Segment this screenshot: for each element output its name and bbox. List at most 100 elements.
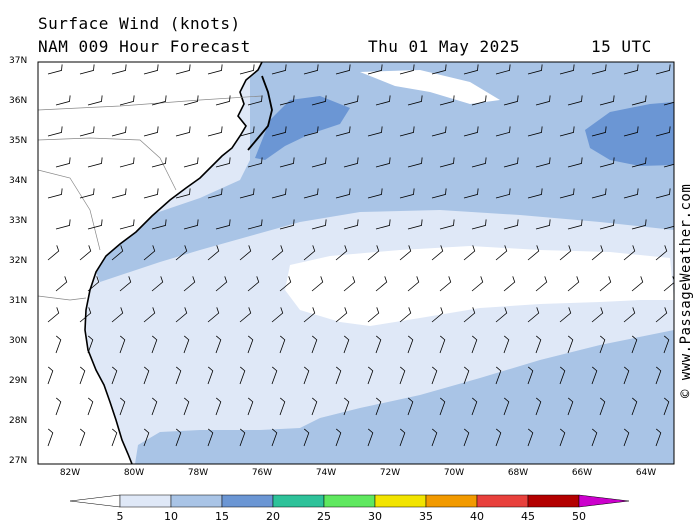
- wind-barb: [343, 276, 356, 292]
- wind-barb: [431, 188, 447, 199]
- colorbar-label: 10: [164, 510, 178, 523]
- wind-barb: [527, 126, 543, 137]
- state-border-ga-fl: [38, 295, 87, 301]
- wind-barb: [239, 245, 252, 261]
- wind-barb: [527, 428, 534, 447]
- lat-label: 29N: [9, 376, 28, 386]
- wind-barb: [495, 188, 511, 199]
- wind-band-10-15-south: [135, 330, 674, 464]
- wind-barb: [207, 245, 220, 261]
- lon-label: 64W: [635, 468, 657, 478]
- colorbar-label: 45: [521, 510, 535, 523]
- wind-barb: [343, 95, 359, 106]
- wind-barb: [503, 397, 510, 416]
- wind-barb: [303, 64, 319, 75]
- lon-label: 72W: [379, 468, 401, 478]
- wind-barb: [663, 335, 670, 354]
- wind-barb: [663, 397, 670, 416]
- wind-barb: [463, 428, 470, 447]
- wind-barb: [527, 366, 534, 385]
- wind-barb: [375, 219, 391, 230]
- wind-barb: [527, 245, 540, 261]
- wind-barb: [367, 428, 374, 447]
- lat-label: 32N: [9, 256, 28, 266]
- wind-barb: [207, 188, 223, 199]
- colorbar-segment: [476, 494, 529, 508]
- wind-barb: [471, 157, 487, 168]
- wind-barb: [367, 366, 374, 385]
- wind-barb: [407, 335, 414, 354]
- wind-barb: [151, 219, 167, 230]
- wind-barb: [79, 307, 92, 323]
- wind-barb: [215, 95, 231, 106]
- wind-barb: [567, 95, 583, 106]
- wind-speed-field: [38, 62, 674, 464]
- wind-barb: [335, 428, 342, 447]
- lat-label: 27N: [9, 456, 28, 466]
- wind-barb: [631, 335, 638, 354]
- wind-barb: [279, 157, 295, 168]
- wind-barb: [271, 245, 284, 261]
- map-title: Surface Wind (knots): [38, 14, 241, 33]
- wind-barb: [311, 157, 327, 168]
- wind-barb: [247, 276, 260, 292]
- wind-barb: [663, 163, 674, 168]
- wind-barb: [271, 64, 287, 75]
- wind-barb: [111, 188, 127, 199]
- wind-barb: [623, 64, 639, 75]
- wind-barb: [311, 276, 324, 292]
- wind-barb: [663, 225, 674, 230]
- lon-label: 74W: [315, 468, 337, 478]
- wind-barb: [247, 397, 254, 416]
- wind-barb: [439, 95, 455, 106]
- wind-barb: [503, 219, 519, 230]
- colorbar-label: 40: [470, 510, 484, 523]
- wind-barb: [495, 307, 508, 323]
- wind-barb: [303, 307, 316, 323]
- wind-barb: [335, 188, 351, 199]
- wind-barb: [207, 126, 223, 137]
- wind-barb: [271, 188, 287, 199]
- wind-barb: [111, 64, 127, 75]
- wind-barb: [311, 335, 318, 354]
- wind-barb: [79, 245, 92, 261]
- colorbar-arrow-left: [69, 494, 121, 508]
- wind-barb: [111, 428, 118, 447]
- lon-label: 66W: [571, 468, 593, 478]
- wind-barb: [47, 366, 54, 385]
- wind-barb: [215, 157, 231, 168]
- wind-barb: [87, 219, 103, 230]
- wind-barb: [591, 307, 604, 323]
- wind-barb: [439, 397, 446, 416]
- wind-barb: [239, 428, 246, 447]
- calm-area-north: [360, 70, 500, 104]
- wind-barb: [655, 428, 662, 447]
- wind-barb: [399, 188, 415, 199]
- wind-barb: [439, 335, 446, 354]
- colorbar-segment: [323, 494, 376, 508]
- wind-barb: [175, 245, 188, 261]
- wind-barb: [239, 307, 252, 323]
- wind-barb: [591, 428, 598, 447]
- wind-barb: [143, 126, 159, 137]
- wind-barb: [599, 397, 606, 416]
- wind-barb: [183, 157, 199, 168]
- wind-barb: [527, 307, 540, 323]
- colorbar-label: 5: [116, 510, 124, 523]
- wind-barb: [119, 397, 126, 416]
- colorbar-label: 50: [572, 510, 586, 523]
- wind-barb: [655, 245, 668, 261]
- wind-barb: [47, 188, 63, 199]
- wind-barb: [527, 64, 543, 75]
- wind-barb: [119, 335, 126, 354]
- wind-barb: [151, 95, 167, 106]
- wind-barb: [495, 428, 502, 447]
- wind-barb: [631, 397, 638, 416]
- wind-barb: [631, 95, 647, 106]
- wind-barb: [591, 245, 604, 261]
- wind-barb: [655, 126, 671, 137]
- wind-barb: [463, 307, 476, 323]
- wind-barb: [47, 126, 63, 137]
- wind-barb: [527, 188, 543, 199]
- wind-barb: [247, 95, 263, 106]
